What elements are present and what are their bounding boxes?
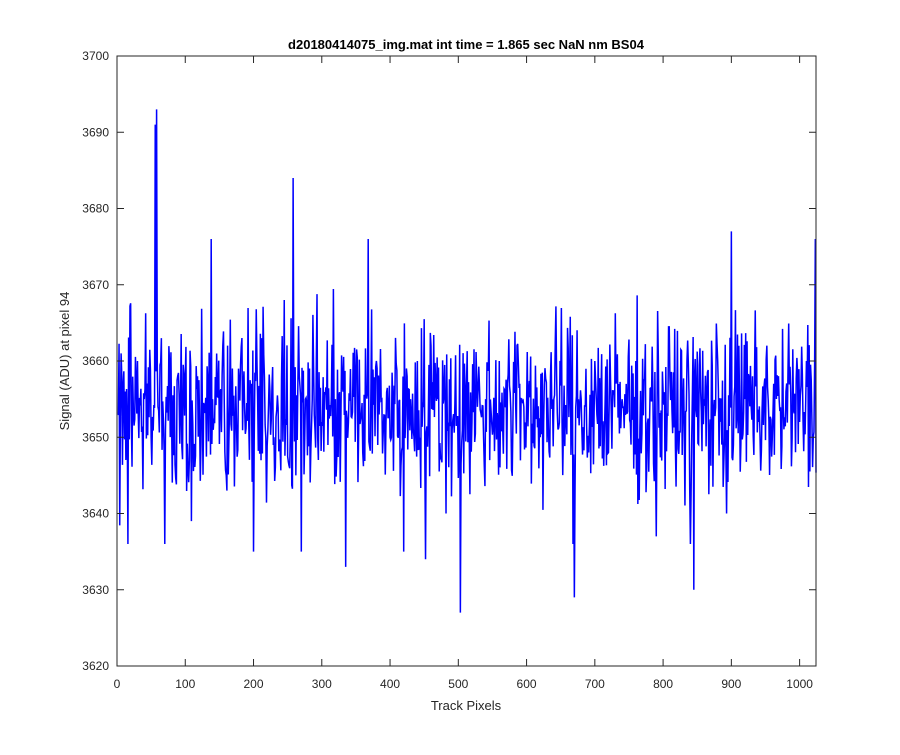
chart-title: d20180414075_img.mat int time = 1.865 se… xyxy=(288,37,645,52)
x-tick-label: 400 xyxy=(380,677,400,691)
x-tick-label: 700 xyxy=(585,677,605,691)
y-tick-label: 3690 xyxy=(82,125,109,139)
x-tick-label: 500 xyxy=(448,677,468,691)
y-tick-label: 3670 xyxy=(82,278,109,292)
y-tick-label: 3630 xyxy=(82,583,109,597)
x-tick-label: 300 xyxy=(312,677,332,691)
x-tick-label: 600 xyxy=(517,677,537,691)
x-tick-label: 200 xyxy=(244,677,264,691)
series-layer xyxy=(117,109,817,613)
x-tick-label: 100 xyxy=(175,677,195,691)
y-tick-label: 3620 xyxy=(82,659,109,673)
y-axis-label: Signal (ADU) at pixel 94 xyxy=(57,292,72,431)
y-tick-label: 3700 xyxy=(82,49,109,63)
series-line-0 xyxy=(117,109,817,613)
y-tick-label: 3660 xyxy=(82,354,109,368)
x-axis-label: Track Pixels xyxy=(431,698,502,713)
tick-layer: 0 100 200 300 400 500 600 700 800 900 1000 3620 3630… xyxy=(82,49,816,691)
x-tick-label: 800 xyxy=(653,677,673,691)
y-tick-label: 3650 xyxy=(82,430,109,444)
y-tick-label: 3640 xyxy=(82,507,109,521)
y-tick-label: 3680 xyxy=(82,202,109,216)
x-tick-label: 1000 xyxy=(786,677,813,691)
x-tick-label: 900 xyxy=(721,677,741,691)
x-tick-label: 0 xyxy=(114,677,121,691)
